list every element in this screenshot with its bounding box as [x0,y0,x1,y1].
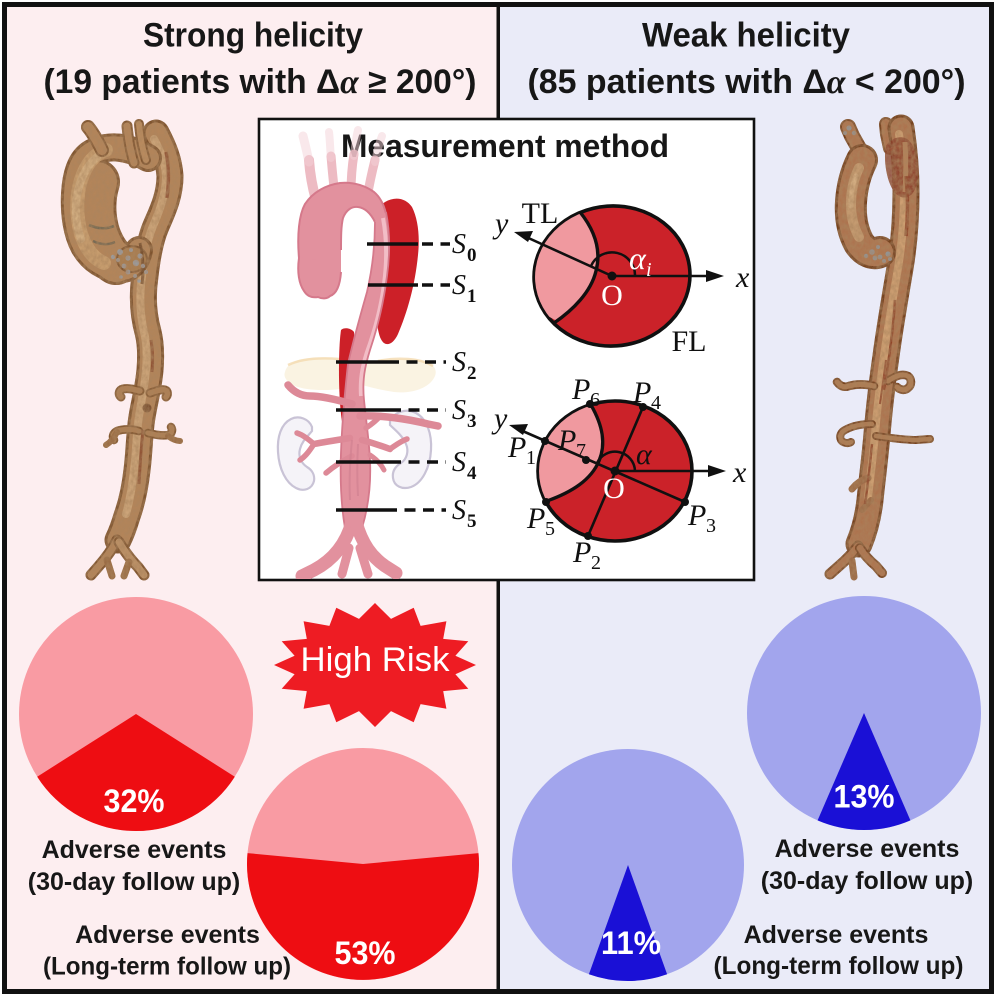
svg-text:4: 4 [651,392,661,414]
svg-text:P: P [572,536,591,569]
svg-text:(19 patients with Δα ≥ 200°): (19 patients with Δα ≥ 200°) [44,63,477,101]
svg-text:P: P [507,431,526,464]
svg-text:53%: 53% [335,935,396,971]
svg-text:1: 1 [467,286,477,307]
svg-text:High Risk: High Risk [301,641,451,679]
svg-text:S: S [452,395,466,426]
svg-text:y: y [492,207,509,240]
svg-text:3: 3 [706,515,716,537]
svg-text:(Long-term follow up): (Long-term follow up) [43,953,291,981]
svg-text:6: 6 [590,389,600,411]
svg-text:P: P [571,373,590,406]
svg-text:S: S [452,229,466,260]
svg-text:Measurement method: Measurement method [341,128,669,164]
svg-text:α: α [629,240,647,276]
svg-text:2: 2 [467,363,477,384]
svg-text:11%: 11% [601,925,661,961]
svg-text:Weak helicity: Weak helicity [642,17,850,55]
svg-text:(85 patients with Δα < 200°): (85 patients with Δα < 200°) [528,63,966,101]
svg-text:7: 7 [576,440,586,462]
svg-text:S: S [452,447,466,478]
svg-text:5: 5 [545,518,555,540]
svg-text:2: 2 [591,552,601,574]
svg-text:3: 3 [467,411,477,432]
svg-text:FL: FL [671,325,706,358]
svg-text:P: P [557,424,576,457]
svg-text:Adverse events: Adverse events [42,836,227,864]
svg-text:S: S [452,495,466,526]
svg-text:13%: 13% [834,779,895,815]
svg-text:y: y [491,402,508,435]
svg-text:Strong helicity: Strong helicity [143,17,363,55]
svg-text:P: P [526,502,545,535]
svg-text:P: P [687,499,706,532]
svg-text:O: O [601,279,623,312]
svg-text:32%: 32% [104,783,165,819]
svg-text:4: 4 [467,463,477,484]
svg-text:P: P [632,376,651,409]
svg-text:(Long-term follow up): (Long-term follow up) [714,952,964,980]
svg-text:x: x [735,261,750,294]
svg-text:O: O [603,472,625,505]
svg-text:0: 0 [467,245,477,266]
svg-text:(30-day follow up): (30-day follow up) [28,868,241,896]
svg-text:(30-day follow up): (30-day follow up) [761,867,974,895]
svg-text:i: i [646,259,652,281]
svg-text:S: S [452,347,466,378]
svg-text:1: 1 [526,447,536,469]
svg-text:5: 5 [467,511,477,532]
svg-text:Adverse events: Adverse events [744,921,929,949]
svg-text:α: α [636,438,653,471]
svg-text:TL: TL [522,197,559,230]
svg-text:Adverse events: Adverse events [75,921,260,949]
svg-text:x: x [732,456,747,489]
svg-text:S: S [452,270,466,301]
svg-text:Adverse events: Adverse events [775,835,960,863]
